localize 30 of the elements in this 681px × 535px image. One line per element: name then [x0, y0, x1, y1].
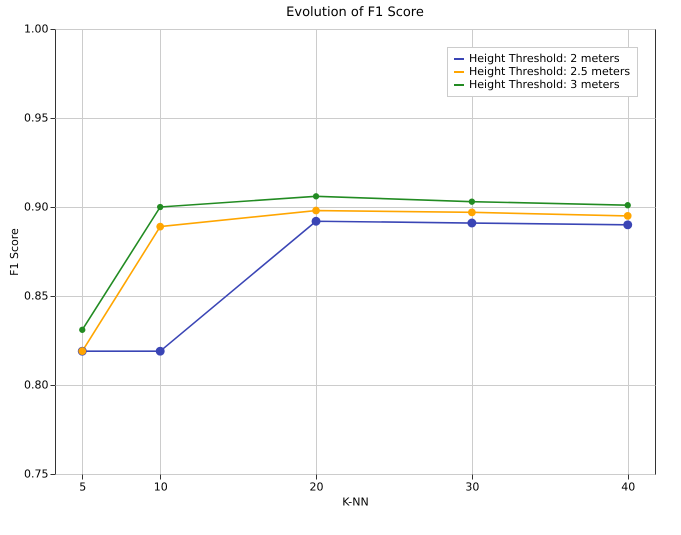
- x-tick-label: 30: [465, 480, 480, 494]
- point: [79, 326, 86, 333]
- point: [624, 202, 631, 208]
- y-tick-label: 0.75: [24, 468, 48, 480]
- point: [312, 216, 321, 226]
- point: [312, 206, 320, 214]
- legend-label: Height Threshold: 2.5 meters: [469, 65, 630, 78]
- x-tick-label: 20: [310, 480, 324, 494]
- point: [312, 193, 320, 200]
- legend-label: Height Threshold: 3 meters: [469, 78, 620, 91]
- chart-title: Evolution of F1 Score: [286, 5, 424, 20]
- y-tick-label: 0.85: [24, 290, 48, 302]
- y-tick-label: 0.80: [24, 378, 48, 392]
- point: [467, 218, 476, 228]
- x-tick-label: 40: [621, 480, 636, 494]
- point: [156, 222, 164, 230]
- point: [468, 198, 476, 205]
- y-tick-label: 1.00: [24, 22, 48, 36]
- x-axis-title: K-NN: [342, 496, 369, 508]
- y-tick-label: 0.95: [24, 112, 48, 124]
- legend-label: Height Threshold: 2 meters: [469, 52, 620, 65]
- point: [157, 204, 164, 210]
- x-tick-label: 5: [79, 480, 86, 494]
- point: [624, 212, 632, 220]
- x-tick-label: 10: [154, 480, 168, 494]
- point: [156, 346, 165, 356]
- point: [468, 208, 476, 216]
- point: [623, 220, 632, 230]
- y-axis-title: F1 Score: [8, 228, 22, 276]
- y-tick-label: 0.90: [24, 200, 48, 214]
